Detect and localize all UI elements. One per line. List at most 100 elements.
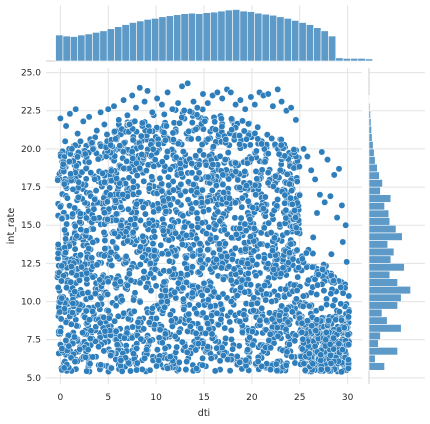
scatter-point: [273, 324, 281, 332]
scatter-point: [177, 191, 185, 199]
scatter-point: [83, 269, 91, 277]
y-histogram-bar: [368, 133, 373, 142]
scatter-point: [302, 249, 310, 257]
scatter-point: [89, 145, 97, 153]
scatter-point: [54, 176, 62, 184]
scatter-point: [89, 238, 97, 246]
scatter-point: [160, 197, 167, 205]
scatter-point: [236, 358, 244, 366]
scatter-point: [158, 250, 166, 258]
scatter-point: [192, 125, 200, 133]
x-histogram-bar: [269, 14, 278, 62]
scatter-point: [109, 238, 117, 246]
scatter-point: [208, 330, 216, 338]
scatter-point: [244, 269, 252, 277]
scatter-point: [194, 215, 202, 223]
scatter-point: [139, 204, 147, 211]
scatter-point: [160, 129, 168, 137]
y-histogram-bar: [368, 331, 381, 341]
scatter-point: [247, 233, 254, 241]
scatter-point: [198, 291, 206, 299]
y-histogram-bar: [368, 339, 379, 348]
scatter-point: [58, 294, 66, 302]
scatter-point: [146, 127, 154, 135]
scatter-point: [220, 226, 228, 234]
scatter-point: [322, 328, 330, 336]
scatter-point: [190, 181, 197, 188]
scatter-point: [203, 286, 211, 294]
scatter-point: [345, 341, 353, 349]
scatter-point: [232, 159, 240, 167]
y-histogram-bar: [368, 156, 376, 165]
scatter-point: [131, 221, 139, 229]
scatter-point: [105, 314, 113, 322]
x-axis-ticks: 0 5 10 15 20 25 30: [57, 393, 353, 403]
scatter-point: [238, 258, 246, 266]
scatter-point: [151, 233, 159, 241]
scatter-point: [269, 102, 277, 110]
scatter-point: [86, 360, 94, 368]
scatter-point: [250, 247, 258, 255]
scatter-point: [236, 184, 243, 192]
x-histogram-bar: [106, 28, 115, 62]
scatter-point: [114, 312, 122, 320]
scatter-point: [273, 202, 281, 210]
scatter-point: [265, 336, 273, 344]
scatter-point: [138, 119, 146, 127]
x-histogram-bar: [291, 20, 300, 62]
scatter-point: [258, 304, 266, 312]
scatter-point: [106, 191, 114, 199]
x-tick-label: 0: [57, 393, 63, 403]
scatter-point: [246, 215, 254, 223]
scatter-point: [61, 305, 68, 313]
scatter-point: [162, 122, 170, 130]
scatter-point: [86, 335, 94, 343]
scatter-point: [150, 227, 158, 235]
scatter-point: [169, 136, 177, 144]
scatter-point: [227, 326, 235, 334]
scatter-point: [141, 98, 149, 106]
scatter-point: [130, 307, 138, 315]
scatter-point: [113, 341, 121, 349]
scatter-point: [95, 343, 103, 351]
scatter-point: [330, 171, 338, 179]
scatter-point: [54, 249, 62, 257]
scatter-point: [188, 169, 196, 177]
scatter-point: [188, 263, 196, 271]
scatter-point: [74, 130, 82, 138]
scatter-point: [247, 93, 255, 101]
scatter-point: [76, 276, 83, 284]
scatter-point: [91, 175, 99, 183]
scatter-point: [71, 245, 79, 253]
scatter-point: [145, 184, 153, 192]
scatter-point: [120, 309, 128, 317]
scatter-point: [238, 203, 246, 211]
scatter-point: [141, 210, 149, 218]
scatter-point: [77, 137, 84, 145]
scatter-point: [71, 204, 79, 212]
scatter-point: [96, 276, 104, 284]
scatter-point: [137, 143, 145, 151]
scatter-point: [179, 212, 187, 220]
y-histogram-bar: [368, 179, 383, 188]
scatter-point: [125, 359, 132, 367]
x-histogram-bar: [165, 15, 174, 62]
scatter-point: [221, 324, 229, 332]
scatter-point: [270, 266, 278, 273]
scatter-point: [100, 209, 108, 217]
scatter-point: [281, 199, 289, 207]
scatter-point: [279, 264, 287, 272]
scatter-point: [337, 300, 345, 308]
scatter-point: [228, 115, 235, 123]
scatter-point: [195, 169, 203, 177]
scatter-point: [338, 368, 345, 376]
scatter-point: [322, 336, 330, 344]
scatter-point: [198, 141, 206, 148]
x-histogram-bar: [173, 14, 182, 62]
x-tick-label: 25: [294, 393, 305, 403]
scatter-point: [271, 234, 278, 242]
scatter-point: [225, 194, 233, 202]
scatter-point: [216, 357, 224, 365]
scatter-point: [67, 320, 75, 328]
scatter-point: [162, 287, 169, 294]
